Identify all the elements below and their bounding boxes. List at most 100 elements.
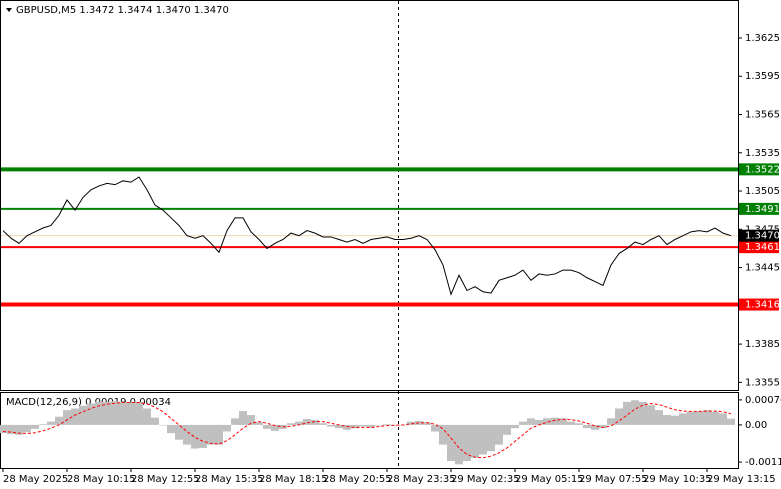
macd-bar: [271, 424, 279, 431]
macd-bar: [0, 424, 7, 434]
macd-bar: [639, 401, 647, 425]
macd-bar: [87, 403, 95, 425]
macd-bar: [255, 422, 263, 425]
macd-bar: [71, 408, 79, 425]
macd-bar: [327, 424, 335, 427]
level-label: 1.3461: [745, 242, 780, 253]
macd-bar: [119, 401, 127, 425]
macd-bar: [391, 424, 399, 426]
y-tick-label: 1.3625: [745, 33, 780, 44]
macd-bar: [487, 424, 495, 452]
x-tick-label: 29 May 05:15: [515, 474, 584, 485]
price-line: [2, 176, 732, 296]
macd-bar: [663, 415, 671, 425]
macd-bar: [519, 421, 527, 425]
level-label-box: [739, 202, 779, 215]
last-price-label: 1.3470: [745, 231, 780, 242]
macd-bar: [47, 421, 55, 425]
macd-bar: [591, 424, 599, 430]
macd-bar: [167, 424, 175, 434]
macd-bar: [535, 419, 543, 425]
macd-bar: [39, 424, 47, 425]
macd-bar: [175, 424, 183, 440]
macd-bar: [503, 424, 511, 435]
macd-bar: [55, 416, 63, 425]
price-pane: [0, 0, 739, 391]
macd-bar: [103, 401, 111, 425]
macd-bar: [559, 418, 567, 425]
macd-bar: [439, 424, 447, 445]
macd-bar: [527, 418, 535, 425]
level-label: 1.3522: [745, 164, 780, 175]
y-tick-label: 1.3595: [745, 71, 780, 82]
macd-bar: [191, 424, 199, 449]
macd-bar: [79, 405, 87, 425]
macd-bar: [247, 415, 255, 425]
macd-bar: [679, 413, 687, 425]
x-tick-label: 29 May 13:15: [707, 474, 776, 485]
x-tick-label: 29 May 02:35: [451, 474, 520, 485]
macd-bar: [727, 418, 735, 425]
last-price-box: [739, 229, 779, 242]
macd-bar: [23, 424, 31, 433]
x-tick-label: 28 May 10:15: [67, 474, 136, 485]
macd-bar: [671, 415, 679, 425]
macd-bar: [263, 424, 271, 429]
menu-arrow: [6, 8, 12, 12]
macd-bar: [511, 424, 519, 429]
macd-bar: [7, 424, 15, 435]
macd-bar: [407, 421, 415, 425]
macd-bar: [127, 402, 135, 425]
x-tick-label: 28 May 18:15: [259, 474, 328, 485]
macd-bar: [471, 424, 479, 458]
macd-bar: [287, 423, 295, 425]
macd-bar: [383, 424, 391, 425]
macd-bar: [719, 413, 727, 425]
macd-bar: [631, 400, 639, 425]
macd-bar: [159, 424, 167, 426]
y-tick-label: 1.3535: [745, 148, 780, 159]
x-tick-label: 29 May 07:55: [579, 474, 648, 485]
macd-bar: [135, 401, 143, 425]
macd-bar: [143, 408, 151, 425]
x-tick-label: 28 May 15:35: [195, 474, 264, 485]
level-label: 1.3491: [745, 204, 780, 215]
macd-bar: [583, 424, 591, 429]
level-label-box: [739, 163, 779, 176]
macd-bar: [183, 424, 191, 445]
y-tick-label: 1.3355: [745, 377, 780, 388]
macd-bar: [647, 405, 655, 425]
macd-bar: [303, 418, 311, 425]
macd-bar: [359, 424, 367, 427]
macd-bar: [215, 424, 223, 445]
macd-bar: [295, 421, 303, 425]
macd-bar: [695, 411, 703, 425]
macd-bar: [223, 424, 231, 432]
macd-bar: [63, 410, 71, 425]
macd-bar: [351, 424, 359, 429]
macd-bar: [687, 411, 695, 425]
macd-bar: [455, 424, 463, 465]
macd-bar: [95, 401, 103, 425]
macd-title: MACD(12,26,9) 0.00019 0.00034: [6, 397, 171, 408]
y-tick-label: 1.3445: [745, 263, 780, 274]
level-label-box: [739, 241, 779, 254]
x-tick-label: 28 May 12:55: [131, 474, 200, 485]
y-tick-label: 1.3565: [745, 110, 780, 121]
x-tick-label: 28 May 20:55: [323, 474, 392, 485]
macd-bar: [151, 417, 159, 425]
macd-bar: [31, 424, 39, 429]
macd-bar: [463, 424, 471, 462]
x-tick-label: 29 May 10:35: [643, 474, 712, 485]
macd-bar: [367, 424, 375, 428]
x-tick-label: 28 May 2025: [3, 474, 68, 485]
macd-bar: [311, 419, 319, 425]
macd-bar: [479, 424, 487, 455]
macd-bar: [239, 411, 247, 425]
macd-bar: [567, 421, 575, 425]
macd-bar: [655, 410, 663, 425]
macd-bar: [543, 418, 551, 425]
macd-bar: [615, 408, 623, 425]
macd-bar: [431, 424, 439, 432]
